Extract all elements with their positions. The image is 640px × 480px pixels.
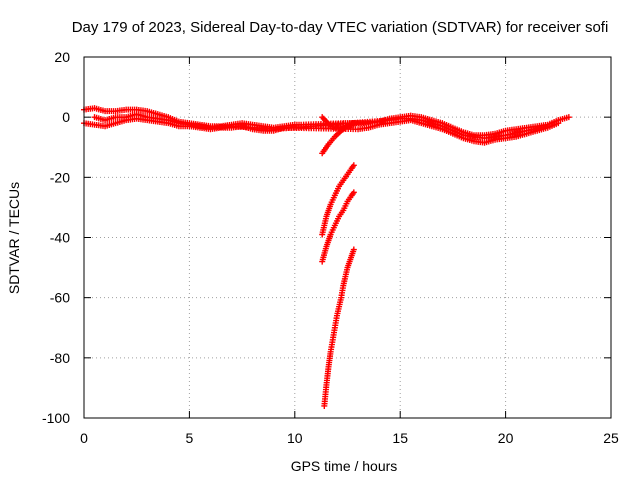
y-tick-label: -80	[50, 350, 70, 366]
data-point	[544, 123, 551, 130]
x-axis-label: GPS time / hours	[291, 458, 398, 474]
data-point	[350, 162, 357, 169]
x-tick-label: 10	[287, 430, 303, 446]
y-axis-label: SDTVAR / TECUs	[6, 182, 22, 294]
grid	[84, 57, 611, 418]
x-tick-label: 0	[80, 430, 88, 446]
x-tick-label: 25	[603, 430, 619, 446]
data-point	[350, 120, 357, 127]
x-tick-label: 5	[186, 430, 194, 446]
y-tick-label: -100	[42, 410, 70, 426]
data-point	[555, 120, 562, 127]
series-drop-2	[319, 189, 357, 265]
series-drop-3	[321, 246, 357, 409]
y-tick-label: -40	[50, 230, 70, 246]
data-point	[350, 246, 357, 253]
axis-ticks: 0 5 10 15 20 25 20 0 -20 -40 -60 -80 -100	[42, 49, 619, 446]
y-tick-label: 0	[62, 109, 70, 125]
series-arc-b	[319, 114, 357, 131]
y-tick-label: -60	[50, 290, 70, 306]
data-points	[81, 105, 572, 409]
series-arc-a	[319, 121, 357, 157]
data-point	[565, 114, 572, 121]
plot-frame	[83, 56, 612, 419]
series-drop-1	[319, 162, 357, 238]
x-tick-label: 15	[392, 430, 408, 446]
y-tick-label: 20	[54, 49, 70, 65]
chart-title: Day 179 of 2023, Sidereal Day-to-day VTE…	[72, 19, 609, 36]
y-tick-label: -20	[50, 169, 70, 185]
data-point	[350, 189, 357, 196]
x-tick-label: 20	[498, 430, 514, 446]
